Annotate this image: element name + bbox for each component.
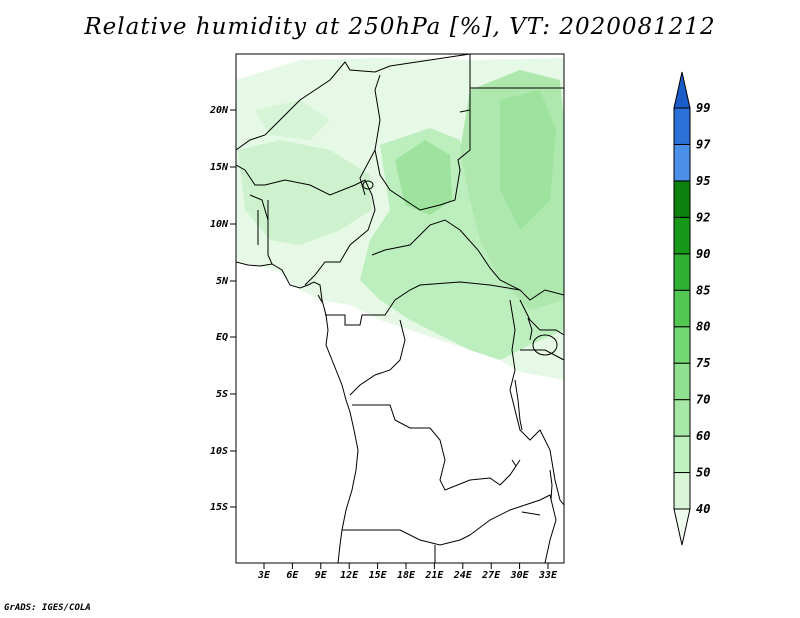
- lon-tick-label: 30E: [510, 570, 530, 581]
- border-angola-south: [342, 529, 471, 563]
- colorbar-box: [673, 435, 691, 474]
- lat-tick-label: 5S: [216, 389, 228, 400]
- lon-tick-label: 24E: [453, 570, 473, 581]
- humidity-field-sahel: [238, 140, 372, 245]
- border-cameroon-congo: [325, 281, 521, 326]
- grads-credit: GrADS: IGES/COLA: [4, 603, 91, 613]
- country-borders: [236, 54, 564, 563]
- colorbar-upper-arrow: [673, 71, 691, 109]
- lon-tick-label: 9E: [315, 570, 328, 581]
- lake-tanganyika: [514, 379, 523, 431]
- colorbar-level-label: 70: [696, 393, 710, 407]
- lake-malawi: [549, 469, 553, 501]
- colorbar-level-label: 75: [696, 356, 710, 370]
- lon-tick-label: 33E: [538, 570, 558, 581]
- lon-tick-label: 15E: [369, 570, 388, 581]
- lon-tick-label: 27E: [481, 570, 501, 581]
- border-zambia-mozambique: [469, 494, 557, 563]
- humidity-field-patch: [255, 100, 330, 140]
- border-east-africa: [509, 299, 564, 506]
- colorbar-box: [673, 216, 691, 255]
- lake-mweru: [511, 459, 517, 467]
- lake-kariba: [521, 511, 541, 516]
- humidity-field-core: [395, 140, 452, 215]
- colorbar-box: [673, 253, 691, 291]
- colorbar-box: [673, 326, 691, 364]
- humidity-field-core-east: [500, 90, 556, 230]
- colorbar-box: [673, 143, 691, 182]
- colorbar-level-label: 92: [696, 210, 710, 224]
- border-drc-west: [349, 319, 406, 396]
- lon-axis: 3E 6E 9E 12E 15E 18E 21E 24E 27E 30E 33E: [257, 563, 558, 581]
- colorbar-box: [673, 472, 691, 510]
- humidity-shading: [236, 58, 564, 380]
- border-car: [371, 219, 564, 301]
- map-title: Relative humidity at 250hPa [%], VT: 202…: [84, 14, 716, 40]
- lon-tick-label: 6E: [286, 570, 299, 581]
- border-drc-angola: [352, 404, 521, 491]
- lat-tick-label: 20N: [209, 105, 229, 116]
- lat-tick-label: 10S: [210, 446, 228, 457]
- colorbar-box: [673, 399, 691, 437]
- colorbar: [673, 71, 691, 546]
- border-chad-sudan: [374, 110, 471, 211]
- lat-tick-label: 5N: [216, 276, 229, 287]
- colorbar-level-label: 60: [696, 429, 710, 443]
- lat-tick-label: 15S: [210, 502, 228, 513]
- colorbar-level-label: 85: [696, 283, 710, 297]
- lat-tick-label: 10N: [210, 219, 229, 230]
- lon-tick-label: 21E: [424, 570, 444, 581]
- map-frame: [235, 53, 565, 564]
- lake-chad: [362, 180, 374, 190]
- lake-victoria: [532, 334, 558, 356]
- colorbar-level-label: 50: [696, 466, 710, 480]
- colorbar-lower-arrow: [673, 508, 691, 546]
- colorbar-box: [673, 289, 691, 328]
- lon-tick-label: 18E: [397, 570, 416, 581]
- lon-tick-label: 3E: [257, 570, 271, 581]
- colorbar-box: [673, 362, 691, 401]
- colorbar-level-label: 99: [696, 101, 710, 115]
- lake-volta: [317, 294, 323, 303]
- colorbar-level-label: 80: [696, 320, 710, 334]
- lon-tick-label: 12E: [340, 570, 359, 581]
- border-nigeria-chad: [264, 179, 376, 286]
- colorbar-level-label: 97: [696, 137, 711, 151]
- lat-tick-label: EQ: [216, 332, 228, 343]
- colorbar-level-label: 90: [696, 247, 710, 261]
- lat-tick-label: 15N: [210, 162, 229, 173]
- colorbar-level-label: 40: [696, 502, 710, 516]
- colorbar-box: [673, 180, 691, 218]
- lake-albert: [527, 317, 533, 341]
- colorbar-box: [673, 107, 691, 145]
- lat-axis: 20N 15N 10N 5N EQ 5S 10S 15S: [209, 105, 236, 513]
- border-west-coast-states: [236, 164, 273, 265]
- lakes: [317, 180, 558, 516]
- colorbar-labels: 40 50 60 70 75 80 85 90 92 95 97 99: [696, 101, 711, 516]
- coastline-west-africa: [236, 261, 359, 563]
- colorbar-level-label: 95: [696, 174, 710, 188]
